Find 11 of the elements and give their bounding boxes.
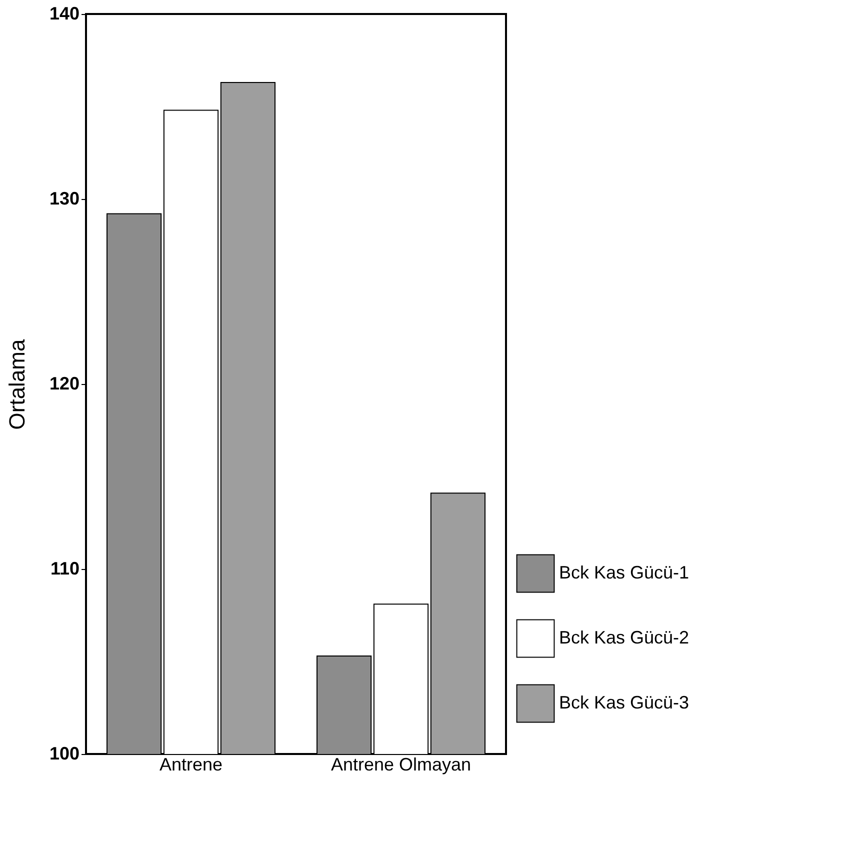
legend-label: Bck Kas Gücü-1 [559, 562, 690, 582]
x-tick-label: Antrene Olmayan [330, 754, 472, 774]
legend-label: Bck Kas Gücü-2 [559, 628, 690, 648]
y-tick-label: 120 [49, 374, 80, 394]
y-axis-title: Ortalama [4, 338, 30, 430]
x-tick-label: Antrene [159, 754, 223, 774]
y-tick-label: 100 [49, 744, 80, 764]
y-tick-label: 110 [50, 558, 80, 578]
y-tick-label: 140 [49, 4, 80, 24]
y-tick-label: 130 [49, 188, 80, 208]
legend-label: Bck Kas Gücü-3 [559, 692, 690, 712]
